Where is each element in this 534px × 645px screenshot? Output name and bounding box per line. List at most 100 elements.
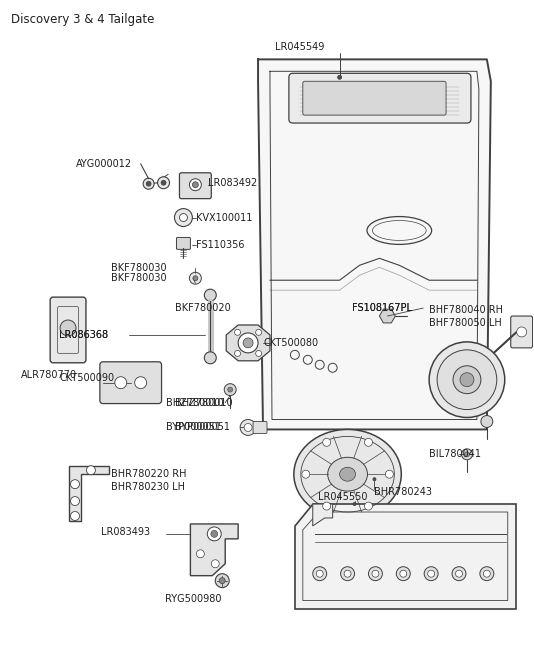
Text: BKF780030: BKF780030 (111, 273, 167, 283)
Ellipse shape (340, 467, 356, 481)
Circle shape (316, 570, 323, 577)
Polygon shape (226, 325, 270, 361)
Circle shape (517, 327, 527, 337)
FancyBboxPatch shape (179, 173, 211, 199)
Text: BHF780040 RH: BHF780040 RH (429, 305, 503, 315)
Text: BHZ780010: BHZ780010 (166, 397, 223, 408)
Circle shape (323, 502, 331, 510)
Text: FS110356: FS110356 (197, 241, 245, 250)
Circle shape (243, 338, 253, 348)
Text: BHF780050 LH: BHF780050 LH (429, 318, 502, 328)
Text: AYG000012: AYG000012 (76, 159, 132, 169)
Circle shape (190, 179, 201, 191)
Text: BHR780230 LH: BHR780230 LH (111, 482, 185, 492)
Text: BIL780041: BIL780041 (429, 450, 481, 459)
Text: Discovery 3 & 4 Tailgate: Discovery 3 & 4 Tailgate (11, 13, 155, 26)
Circle shape (234, 330, 240, 335)
Circle shape (192, 182, 198, 188)
Text: LR045549: LR045549 (275, 43, 325, 52)
Circle shape (368, 567, 382, 580)
Circle shape (215, 573, 229, 588)
Ellipse shape (294, 430, 401, 519)
Circle shape (211, 560, 219, 568)
Circle shape (179, 213, 187, 221)
Text: ALR780770: ALR780770 (21, 370, 77, 380)
Text: BHR780220 RH: BHR780220 RH (111, 469, 186, 479)
Circle shape (396, 567, 410, 580)
Circle shape (313, 567, 327, 580)
Polygon shape (258, 59, 491, 430)
FancyBboxPatch shape (253, 421, 267, 433)
Text: CKT500090: CKT500090 (59, 373, 114, 382)
FancyBboxPatch shape (511, 316, 532, 348)
Text: BYP000051: BYP000051 (176, 422, 231, 432)
Text: FS108167PL: FS108167PL (351, 303, 412, 313)
FancyBboxPatch shape (50, 297, 86, 362)
Text: RYG500980: RYG500980 (165, 593, 222, 604)
Text: FS108167PL: FS108167PL (351, 303, 412, 313)
Circle shape (256, 330, 262, 335)
Circle shape (238, 333, 258, 353)
Circle shape (224, 384, 236, 395)
Text: LR086368: LR086368 (59, 330, 108, 340)
Circle shape (386, 470, 394, 478)
Circle shape (146, 181, 151, 186)
Circle shape (428, 570, 435, 577)
Polygon shape (313, 504, 333, 526)
Circle shape (143, 178, 154, 189)
Circle shape (193, 276, 198, 281)
Circle shape (190, 272, 201, 284)
Circle shape (115, 377, 127, 389)
FancyBboxPatch shape (176, 237, 191, 250)
FancyBboxPatch shape (100, 362, 162, 404)
Circle shape (400, 570, 407, 577)
Circle shape (453, 366, 481, 393)
Text: LR086368: LR086368 (59, 330, 108, 340)
Circle shape (372, 570, 379, 577)
Circle shape (70, 511, 80, 521)
Circle shape (365, 439, 372, 446)
Circle shape (353, 502, 356, 506)
Circle shape (465, 452, 469, 457)
FancyBboxPatch shape (303, 81, 446, 115)
Circle shape (70, 497, 80, 506)
Circle shape (211, 530, 218, 537)
Text: BKF780020: BKF780020 (176, 303, 231, 313)
Circle shape (483, 570, 490, 577)
Circle shape (227, 387, 233, 392)
Circle shape (256, 350, 262, 357)
Circle shape (437, 350, 497, 410)
Circle shape (337, 75, 342, 79)
Circle shape (158, 177, 169, 189)
Circle shape (60, 320, 76, 336)
Circle shape (480, 567, 494, 580)
FancyBboxPatch shape (289, 74, 471, 123)
Circle shape (461, 449, 473, 460)
Circle shape (344, 570, 351, 577)
Circle shape (460, 373, 474, 386)
Text: BYP000051: BYP000051 (166, 422, 221, 432)
Text: CKT500080: CKT500080 (263, 338, 318, 348)
Circle shape (205, 352, 216, 364)
Circle shape (161, 180, 166, 185)
Circle shape (424, 567, 438, 580)
Circle shape (219, 578, 225, 584)
Polygon shape (295, 504, 516, 608)
Polygon shape (191, 524, 238, 576)
Circle shape (87, 466, 96, 475)
Text: BKF780030: BKF780030 (111, 263, 167, 273)
Circle shape (70, 480, 80, 489)
Text: LR083493: LR083493 (101, 527, 150, 537)
Circle shape (341, 567, 355, 580)
Text: BHR780243: BHR780243 (374, 487, 433, 497)
Circle shape (205, 289, 216, 301)
Circle shape (429, 342, 505, 417)
Circle shape (135, 377, 147, 389)
Circle shape (373, 478, 376, 481)
Circle shape (481, 415, 493, 428)
Ellipse shape (328, 457, 367, 491)
Circle shape (234, 350, 240, 357)
Circle shape (244, 424, 252, 432)
Circle shape (207, 527, 221, 541)
Circle shape (302, 470, 310, 478)
